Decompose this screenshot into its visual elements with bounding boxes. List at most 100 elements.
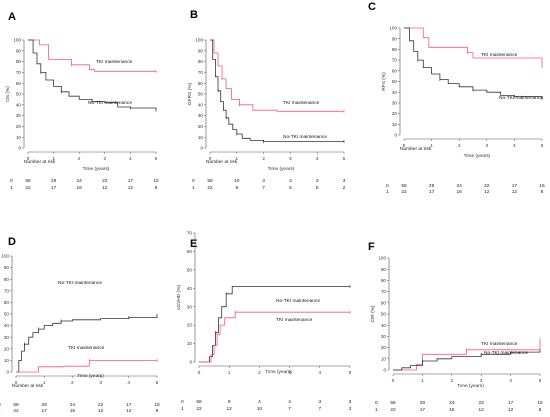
x-tick-label: 4 bbox=[128, 380, 131, 385]
y-tick-label: 60 bbox=[16, 81, 22, 86]
risk-count: 2 bbox=[343, 185, 346, 191]
risk-count: 12 bbox=[227, 406, 233, 412]
risk-count: 24 bbox=[70, 402, 76, 408]
risk-count: 9 bbox=[235, 185, 238, 191]
y-tick-label: 20 bbox=[381, 345, 387, 350]
risk-group-label: 0 bbox=[375, 400, 378, 406]
x-tick-label: 1 bbox=[228, 370, 231, 375]
y-tick-label: 20 bbox=[4, 346, 10, 351]
y-tick-label: 30 bbox=[381, 334, 387, 339]
risk-count: 22 bbox=[13, 408, 19, 414]
panel-letter: A bbox=[8, 11, 16, 23]
x-tick-label: 3 bbox=[99, 380, 102, 385]
risk-count: 24 bbox=[77, 178, 83, 184]
risk-count: 17 bbox=[128, 178, 134, 184]
x-tick-label: 0 bbox=[392, 378, 395, 383]
risk-count: 24 bbox=[457, 183, 463, 189]
x-axis-title: Time (years) bbox=[457, 383, 484, 389]
risk-count: 22 bbox=[479, 400, 485, 406]
risk-count: 58 bbox=[390, 400, 396, 406]
y-tick-label: 20 bbox=[187, 323, 193, 328]
y-tick-label: 60 bbox=[4, 300, 10, 305]
y-tick-label: 80 bbox=[381, 278, 387, 283]
risk-count: 16 bbox=[457, 189, 463, 195]
risk-count: 29 bbox=[420, 400, 426, 406]
x-tick-label: 2 bbox=[458, 143, 461, 148]
risk-count: 12 bbox=[508, 407, 514, 413]
y-tick-label: 90 bbox=[392, 36, 398, 41]
x-tick-label: 4 bbox=[316, 156, 319, 161]
risk-count: 5 bbox=[316, 185, 319, 191]
y-tick-label: 50 bbox=[381, 312, 387, 317]
y-tick-label: 60 bbox=[198, 81, 204, 86]
y-tick-label: 60 bbox=[392, 68, 398, 73]
series-label-no-tki: No-TKI maintenance bbox=[88, 100, 132, 106]
y-axis-title: OS (%) bbox=[5, 86, 11, 102]
risk-count: 17 bbox=[51, 185, 57, 191]
risk-count: 10 bbox=[257, 406, 263, 412]
x-tick-label: 3 bbox=[289, 156, 292, 161]
risk-count: 3 bbox=[262, 178, 265, 184]
risk-count: 3 bbox=[349, 399, 352, 405]
y-tick-label: 30 bbox=[4, 335, 10, 340]
risk-count: 3 bbox=[349, 406, 352, 412]
y-tick-label: 0 bbox=[394, 133, 397, 138]
y-tick-label: 10 bbox=[392, 122, 398, 127]
y-tick-label: 70 bbox=[16, 70, 22, 75]
risk-group-label: 1 bbox=[375, 407, 378, 413]
series-line-no-tki bbox=[28, 39, 157, 111]
risk-count: 5 bbox=[289, 185, 292, 191]
y-tick-label: 0 bbox=[200, 146, 203, 151]
y-tick-label: 90 bbox=[198, 48, 204, 53]
risk-group-label: 1 bbox=[181, 406, 184, 412]
x-tick-label: 2 bbox=[262, 156, 265, 161]
risk-count: 24 bbox=[449, 400, 455, 406]
risk-count: 16 bbox=[70, 408, 76, 414]
y-tick-label: 70 bbox=[187, 231, 193, 236]
panel-d: D0102030405060708090100012345NRM (%)Time… bbox=[0, 236, 160, 414]
series-line-tki bbox=[404, 27, 543, 67]
risk-count: 15 bbox=[154, 402, 160, 408]
x-tick-label: 0 bbox=[403, 143, 406, 148]
y-tick-label: 10 bbox=[16, 135, 22, 140]
risk-count: 58 bbox=[401, 183, 407, 189]
x-tick-label: 1 bbox=[430, 143, 433, 148]
series-label-tki: TKI maintenance bbox=[96, 59, 133, 65]
risk-group-label: 1 bbox=[386, 189, 389, 195]
y-axis-title: RFS (%) bbox=[381, 72, 387, 91]
risk-count: 3 bbox=[289, 178, 292, 184]
y-tick-label: 30 bbox=[198, 113, 204, 118]
x-tick-label: 2 bbox=[451, 378, 454, 383]
risk-count: 22 bbox=[484, 183, 490, 189]
risk-count: 22 bbox=[25, 185, 31, 191]
y-tick-label: 0 bbox=[18, 146, 21, 151]
risk-count: 12 bbox=[126, 408, 132, 414]
series-label-no-tki: No-TKI maintenance bbox=[58, 280, 102, 286]
risk-table-title: Number at risk bbox=[206, 159, 238, 165]
risk-group-label: 0 bbox=[192, 178, 195, 184]
series-line-no-tki bbox=[393, 351, 541, 371]
risk-count: 15 bbox=[537, 400, 543, 406]
y-tick-label: 50 bbox=[16, 92, 22, 97]
x-tick-label: 1 bbox=[421, 378, 424, 383]
panel-letter: D bbox=[8, 236, 16, 248]
series-label-no-tki: No-TKI maintenance bbox=[484, 350, 528, 356]
risk-count: 12 bbox=[102, 185, 108, 191]
x-tick-label: 0 bbox=[27, 156, 30, 161]
x-axis-title: Time (years) bbox=[265, 369, 292, 375]
risk-count: 8 bbox=[155, 185, 158, 191]
y-tick-label: 40 bbox=[187, 286, 193, 291]
risk-count: 12 bbox=[98, 408, 104, 414]
x-axis-title: Time (years) bbox=[268, 166, 295, 172]
risk-count: 29 bbox=[51, 178, 57, 184]
x-tick-label: 0 bbox=[209, 156, 212, 161]
risk-table-title: Number at risk bbox=[24, 159, 56, 165]
risk-count: 15 bbox=[539, 183, 545, 189]
y-tick-label: 30 bbox=[187, 304, 193, 309]
risk-count: 3 bbox=[316, 178, 319, 184]
series-label-tki: TKI maintenance bbox=[481, 52, 518, 58]
y-tick-label: 40 bbox=[198, 102, 204, 107]
y-axis-title: CIR (%) bbox=[370, 305, 376, 322]
